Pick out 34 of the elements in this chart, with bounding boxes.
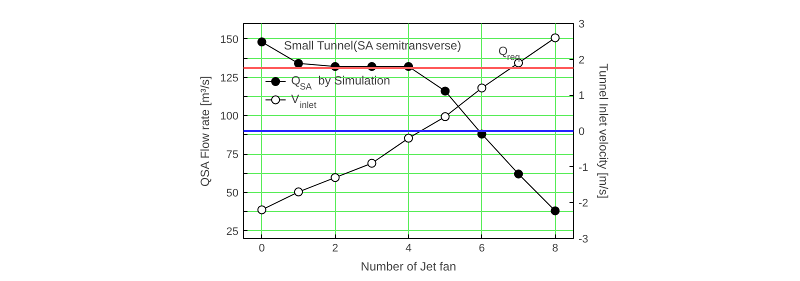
x-tick-label: 6 [478, 242, 485, 254]
y-tick-label: 100 [220, 110, 239, 123]
point [514, 170, 523, 178]
x-tick-label: 8 [552, 242, 558, 254]
y2-tick-label: 1 [578, 90, 585, 102]
point [330, 173, 340, 182]
y2-tick-label: -1 [578, 162, 588, 174]
point [550, 206, 560, 216]
y-tick-label: 150 [220, 34, 239, 46]
point [477, 84, 486, 92]
y2-tick-label: -3 [578, 234, 588, 246]
y-axis-title: QSA Flow rate [m³/s] [198, 76, 212, 187]
point [257, 205, 266, 214]
point [440, 112, 450, 122]
point [257, 37, 266, 46]
y2-tick-label: 3 [578, 18, 585, 30]
point [404, 134, 413, 143]
y-tick-label: 75 [226, 149, 239, 162]
y2-tick-label: 2 [578, 54, 585, 66]
y-tick-label: 125 [220, 72, 239, 84]
point [550, 33, 560, 42]
y2-axis-title: Tunnel Inlet velocity [m/s] [596, 64, 610, 198]
y-tick-label: 25 [226, 226, 239, 238]
x-tick-label: 4 [405, 242, 412, 254]
y2-tick-label: -2 [578, 198, 588, 210]
point [294, 187, 303, 196]
point [294, 58, 303, 68]
y2-tick-label: 0 [578, 126, 585, 138]
x-tick-label: 2 [332, 242, 338, 254]
point [367, 158, 376, 168]
x-tick-label: 0 [258, 242, 265, 254]
x-axis-title: Number of Jet fan [360, 260, 456, 274]
y-tick-label: 50 [226, 187, 239, 200]
point [440, 86, 450, 96]
